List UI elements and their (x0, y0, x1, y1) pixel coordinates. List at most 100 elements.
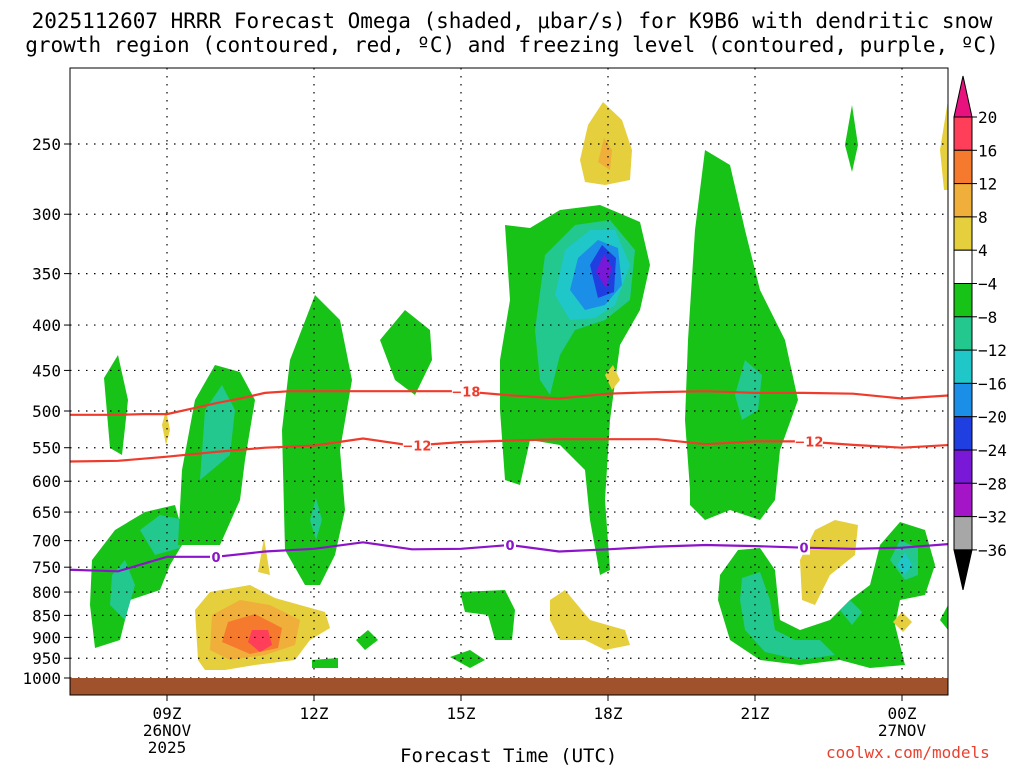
y-tick-label: 650 (32, 503, 61, 522)
colorbar-swatch (953, 382, 973, 418)
omega-region (356, 630, 378, 650)
plot-frame (69, 67, 949, 696)
y-tick-label: 450 (32, 361, 61, 380)
omega-region (940, 605, 948, 630)
colorbar-swatch (953, 216, 973, 251)
colorbar-swatch (953, 516, 973, 551)
colorbar-label: −16 (978, 374, 1007, 393)
omega-region (598, 138, 612, 170)
colorbar-label: −32 (978, 508, 1007, 527)
x-tick-date: 27NOV (878, 721, 927, 740)
contour-label-bg (402, 438, 431, 453)
colorbar-swatch (953, 416, 973, 451)
x-tick-label: 09Z (153, 704, 182, 723)
contour-label: −18 (451, 386, 480, 401)
omega-region (282, 295, 352, 585)
omega-region (940, 100, 948, 190)
colorbar-label: 4 (978, 241, 988, 260)
contour-label: −12 (794, 436, 823, 451)
y-tick-label: 750 (32, 558, 61, 577)
colorbar-swatch (953, 449, 973, 484)
site-credit[interactable]: coolwx.com/models (826, 743, 990, 762)
colorbar-bottom-arrow (953, 549, 973, 591)
omega-region (800, 520, 858, 605)
omega-region (258, 538, 270, 575)
colorbar-swatch (953, 249, 973, 284)
y-tick-label: 400 (32, 316, 61, 335)
omega-region (845, 105, 858, 172)
y-tick-label: 900 (32, 628, 61, 647)
contour-line (70, 390, 948, 416)
omega-shading (90, 100, 948, 670)
omega-region (248, 630, 272, 652)
colorbar-label: −12 (978, 341, 1007, 360)
colorbar-label: 8 (978, 208, 988, 227)
omega-region (110, 560, 135, 620)
omega-region (450, 650, 485, 668)
colorbar-top-arrow (953, 75, 973, 118)
colorbar-label: −28 (978, 474, 1007, 493)
colorbar-label: −20 (978, 408, 1007, 427)
contour-labels: −18 −12 −12 0 0 0 (210, 384, 823, 566)
y-tick-label: 350 (32, 265, 61, 284)
contour-label-bg (794, 434, 823, 449)
colorbar-swatch (953, 349, 973, 384)
y-tick-label: 550 (32, 439, 61, 458)
y-axis-ticks: 250 300 350 400 450 500 550 600 650 700 750 800 850 9… (22, 135, 70, 688)
omega-region (596, 254, 612, 288)
omega-region (140, 515, 185, 555)
omega-region (893, 612, 912, 632)
contour-label-bg (451, 384, 480, 399)
x-axis-label: Forecast Time (UTC) (400, 745, 618, 767)
y-tick-label: 1000 (22, 669, 61, 688)
x-tick-label: 18Z (594, 704, 623, 723)
colorbar-swatch (953, 116, 973, 151)
contour-label-bg (504, 537, 516, 552)
contour-label-bg (210, 549, 222, 564)
omega-region (310, 498, 322, 540)
contour-label: 0 (505, 539, 514, 554)
omega-region (460, 590, 515, 640)
colorbar-label: −36 (978, 541, 1007, 560)
omega-region (740, 572, 835, 660)
x-tick-label: 21Z (741, 704, 770, 723)
colorbar-swatch (953, 149, 973, 185)
omega-region (312, 658, 338, 668)
chart-title-line-2: growth region (contoured, red, ºC) and f… (25, 33, 999, 57)
terrain-band (70, 678, 948, 695)
omega-region (605, 365, 620, 390)
omega-region (200, 385, 235, 480)
contour-label: 0 (211, 551, 220, 566)
y-tick-label: 600 (32, 472, 61, 491)
colorbar-swatch (953, 316, 973, 351)
omega-region (104, 355, 128, 455)
omega-region (840, 600, 862, 625)
x-tick-label: 15Z (447, 704, 476, 723)
x-tick-date: 26NOV (143, 721, 192, 740)
y-tick-label: 850 (32, 606, 61, 625)
contour-label: −12 (402, 439, 431, 454)
colorbar-label: 20 (978, 108, 997, 127)
omega-region (550, 590, 630, 650)
colorbar-label: 16 (978, 141, 997, 160)
chart-title-line-1: 2025112607 HRRR Forecast Omega (shaded, … (31, 9, 993, 33)
colorbar-label: −24 (978, 441, 1007, 460)
pressure-grid (70, 68, 948, 679)
colorbar-swatch (953, 183, 973, 218)
x-tick-year: 2025 (148, 738, 187, 757)
omega-region (162, 410, 170, 445)
contour-label: 0 (799, 542, 808, 557)
y-tick-label: 950 (32, 649, 61, 668)
colorbar: 20 16 12 8 4 −4 −8 −12 −16 −20 −24 −28 −32 −36 (953, 75, 1007, 591)
colorbar-label: −8 (978, 308, 997, 327)
omega-region (685, 150, 798, 520)
colorbar-swatch (953, 283, 973, 318)
colorbar-label: −4 (978, 275, 997, 294)
colorbar-swatch (953, 482, 973, 518)
contour-label-bg (798, 540, 810, 555)
y-tick-label: 500 (32, 402, 61, 421)
y-tick-label: 800 (32, 583, 61, 602)
x-tick-label: 00Z (888, 704, 917, 723)
